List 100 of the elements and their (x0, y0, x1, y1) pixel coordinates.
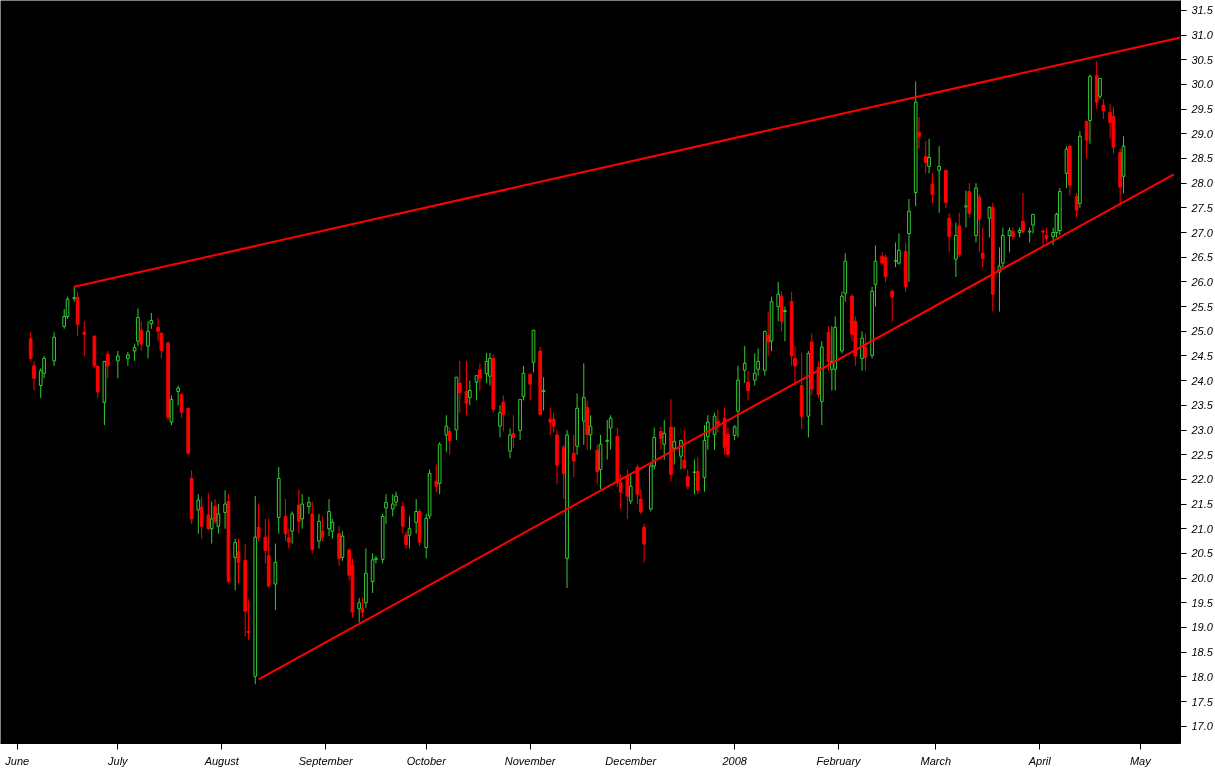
candlestick (300, 493, 305, 530)
x-tick-label: October (406, 754, 448, 767)
candlestick (126, 351, 130, 367)
y-tick-label: 22.0 (1190, 473, 1214, 486)
candlestick (357, 597, 362, 624)
y-tick-label: 17.0 (1191, 720, 1214, 733)
candlestick (206, 492, 211, 531)
candlestick (146, 320, 150, 359)
candlestick (588, 414, 593, 451)
candlestick (528, 373, 532, 401)
candlestick (980, 227, 985, 268)
candlestick (548, 407, 553, 436)
candlestick (551, 412, 556, 433)
y-tick-label: 27.0 (1190, 226, 1214, 239)
x-tick-label: May (1129, 754, 1153, 767)
y-tick-label: 31.0 (1191, 29, 1214, 42)
y-tick-label: 27.5 (1190, 201, 1214, 214)
candlestick (541, 376, 546, 411)
x-tick-label: November (504, 754, 557, 767)
y-tick-label: 24.5 (1190, 349, 1214, 362)
x-tick-label: March (920, 754, 952, 767)
candlestick (400, 501, 405, 535)
candlestick (923, 140, 928, 174)
y-tick-label: 30.0 (1191, 78, 1214, 91)
y-tick-label: 23.5 (1190, 399, 1214, 412)
y-tick-label: 25.0 (1190, 325, 1214, 338)
x-tick-label: June (4, 754, 30, 767)
x-tick-label: July (107, 754, 130, 767)
candlestick (1098, 78, 1102, 100)
candlestick (642, 523, 646, 563)
candlestick (930, 172, 935, 204)
candlestick (1031, 213, 1035, 235)
candlestick (977, 193, 982, 253)
y-tick-label: 29.5 (1190, 103, 1214, 116)
candlestick (199, 496, 204, 540)
y-tick-label: 19.5 (1191, 596, 1214, 609)
candlestick (672, 426, 677, 466)
candlestick (783, 306, 787, 342)
candlestick (863, 333, 868, 372)
candlestick (169, 394, 174, 426)
y-tick-label: 19.0 (1191, 621, 1214, 634)
candlestick (1011, 227, 1015, 241)
candlestick (478, 362, 482, 392)
candlestick (297, 488, 301, 535)
candlestick (605, 419, 610, 461)
y-tick-label: 29.0 (1190, 127, 1214, 140)
candlestick (746, 370, 750, 401)
candlestick (752, 352, 757, 387)
candlestick (290, 510, 294, 545)
candlestick (360, 597, 365, 619)
candlestick (467, 380, 472, 406)
candlestick (662, 419, 667, 461)
candlestick (937, 145, 941, 214)
y-tick-label: 21.5 (1190, 498, 1214, 511)
candlestick (987, 205, 992, 238)
y-tick-label: 17.5 (1191, 695, 1214, 708)
candlestick (327, 498, 331, 537)
candlestick (897, 233, 901, 266)
candlestick (209, 501, 214, 545)
candlestick (625, 469, 630, 520)
candlestick (508, 428, 512, 459)
candlestick (947, 212, 952, 253)
y-tick-label: 26.5 (1190, 251, 1214, 264)
candlestick (236, 538, 241, 584)
candlestick (139, 320, 144, 352)
candlestick (716, 409, 720, 433)
candlestick (595, 444, 600, 485)
y-tick-label: 23.0 (1190, 424, 1214, 437)
y-tick-label: 18.0 (1191, 670, 1214, 683)
x-tick-label: September (298, 754, 354, 767)
y-tick-label: 22.5 (1190, 448, 1214, 461)
candlestick (1084, 119, 1089, 159)
candlestick (1074, 192, 1079, 219)
candlestick (444, 414, 449, 453)
candlestick (695, 456, 700, 495)
candlestick (571, 434, 576, 478)
candlestick (115, 350, 120, 379)
candlestick (273, 543, 278, 611)
candlestick (233, 538, 237, 591)
candlestick (32, 360, 36, 392)
candlestick (390, 493, 395, 517)
candlestick (659, 426, 663, 451)
candlestick (967, 182, 972, 219)
candlestick (136, 308, 140, 347)
candlestick (628, 473, 633, 505)
candlestick (917, 116, 921, 150)
candlestick (317, 513, 321, 549)
candlestick (370, 552, 375, 594)
candlestick (692, 459, 697, 495)
candlestick (511, 414, 516, 449)
candlestick (52, 331, 56, 367)
candlestick (927, 138, 931, 174)
candlestick (907, 198, 911, 283)
candlestick (498, 404, 502, 438)
y-tick-label: 26.0 (1190, 275, 1214, 288)
candlestick (320, 515, 325, 542)
candlestick (464, 360, 469, 416)
candlestick (457, 360, 462, 414)
candlestick (213, 498, 217, 525)
candlestick (256, 503, 261, 542)
